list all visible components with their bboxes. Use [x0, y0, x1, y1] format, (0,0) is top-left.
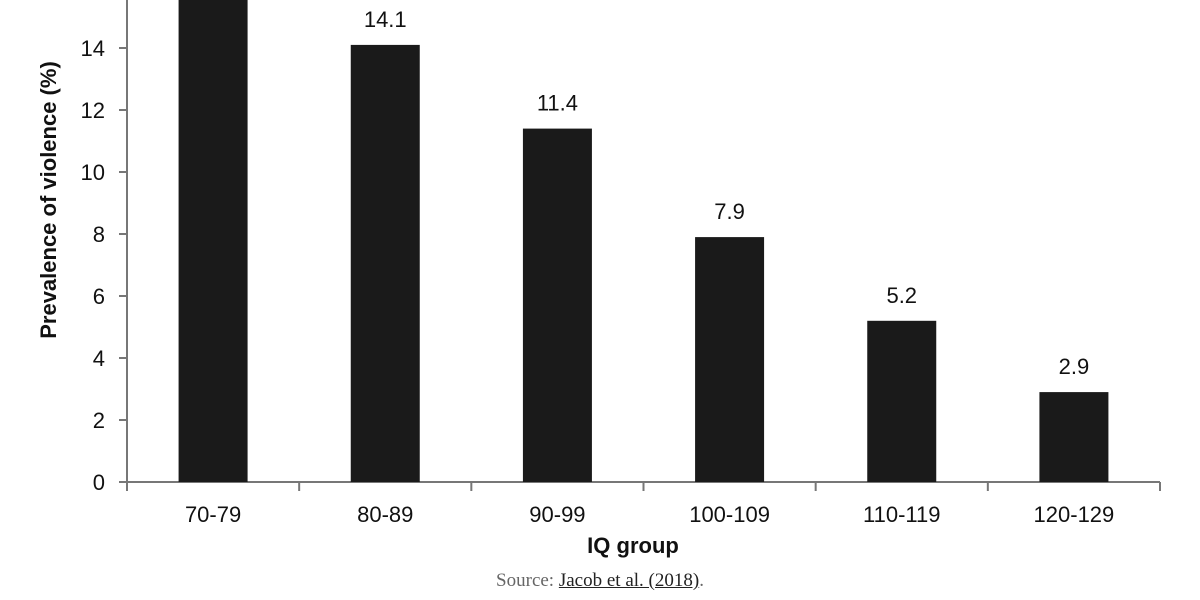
bar-chart: 0 2 4 6 8 10 12 14 70-79 80-89 90-99 100-109 110-119… [36, 0, 1161, 558]
x-tick-label: 90-99 [529, 502, 585, 527]
source-caption: Source: Jacob et al. (2018). [0, 570, 1200, 592]
axes: 0 2 4 6 8 10 12 14 70-79 80-89 90-99 100-109 110-119… [81, 0, 1161, 527]
value-label: 14.1 [364, 7, 407, 32]
x-tick-label: 70-79 [185, 502, 241, 527]
bar-70-79 [178, 0, 248, 482]
x-axis-title: IQ group [587, 533, 679, 558]
y-tick-label: 4 [93, 346, 105, 371]
y-tick-label: 0 [93, 470, 105, 495]
value-label: 11.4 [537, 91, 578, 116]
source-prefix: Source: [496, 570, 559, 591]
y-tick-label: 14 [81, 36, 105, 61]
value-label: 5.2 [886, 283, 917, 308]
x-tick-label: 100-109 [689, 502, 770, 527]
source-suffix: . [699, 570, 704, 591]
bar-80-89 [350, 44, 420, 483]
y-tick-label: 8 [93, 222, 105, 247]
y-axis-title: Prevalence of violence (%) [36, 61, 61, 339]
y-tick-label: 10 [81, 160, 105, 185]
bar-100-109 [695, 237, 765, 482]
value-label: 2.9 [1059, 354, 1090, 379]
x-tick-label: 120-129 [1034, 502, 1115, 527]
bar-110-119 [867, 320, 937, 482]
bar-90-99 [522, 128, 592, 482]
y-tick-label: 6 [93, 284, 105, 309]
bars [178, 0, 1109, 483]
source-link[interactable]: Jacob et al. (2018) [558, 570, 700, 591]
y-tick-label: 2 [93, 408, 105, 433]
y-tick-label: 12 [81, 98, 105, 123]
x-tick-label: 110-119 [863, 502, 940, 527]
bar-120-129 [1039, 392, 1109, 482]
x-tick-label: 80-89 [357, 502, 413, 527]
value-label: 7.9 [714, 199, 745, 224]
value-labels: 14.1 11.4 7.9 5.2 2.9 [364, 7, 1089, 379]
